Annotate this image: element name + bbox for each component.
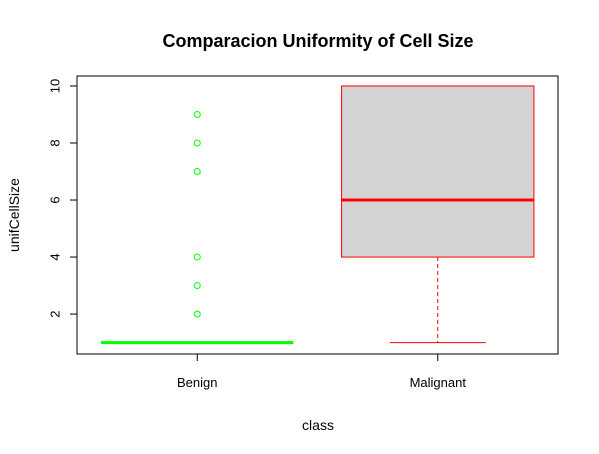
x-axis: Benign Malignant xyxy=(177,353,467,390)
outlier-point xyxy=(193,253,201,261)
x-tick-label: Malignant xyxy=(410,375,467,390)
x-axis-label: class xyxy=(302,417,334,433)
box-benign xyxy=(101,110,294,345)
y-tick-label: 8 xyxy=(48,139,63,146)
x-tick-label: Benign xyxy=(177,375,217,390)
y-tick-label: 4 xyxy=(48,253,63,260)
y-tick-label: 10 xyxy=(48,79,63,93)
y-tick-label: 2 xyxy=(48,310,63,317)
y-tick-label: 6 xyxy=(48,196,63,203)
y-axis-label: unifCellSize xyxy=(6,178,22,252)
outlier-point xyxy=(193,282,201,290)
box-malignant xyxy=(341,85,535,344)
box-body xyxy=(341,85,535,258)
y-axis: 2 4 6 8 10 xyxy=(48,79,78,318)
boxes-group xyxy=(101,85,535,345)
outlier-point xyxy=(193,110,201,118)
chart-title: Comparacion Uniformity of Cell Size xyxy=(162,31,473,51)
outlier-point xyxy=(193,310,201,318)
outlier-point xyxy=(193,168,201,176)
outlier-point xyxy=(193,139,201,147)
